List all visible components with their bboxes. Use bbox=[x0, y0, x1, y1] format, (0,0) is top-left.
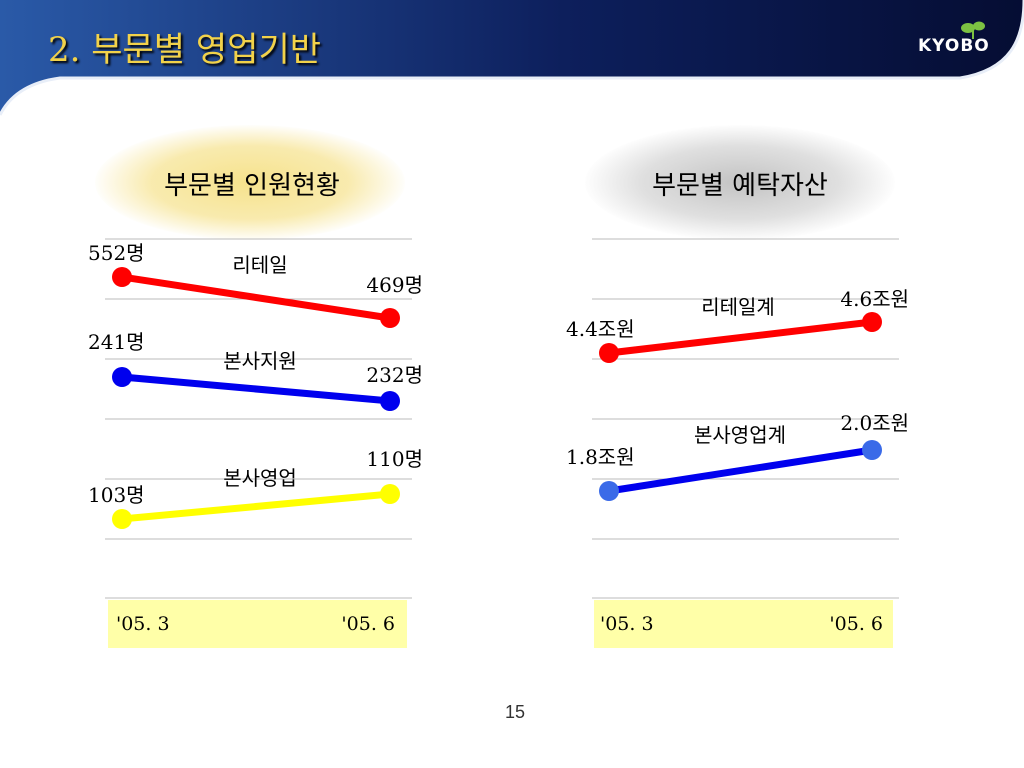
chart-title-halo-right bbox=[585, 125, 895, 240]
series-name-retail-total: 리테일계 bbox=[701, 295, 775, 319]
series-line-retail-total bbox=[605, 318, 876, 357]
data-point-retail-mar bbox=[112, 267, 132, 287]
data-point-retail-total-mar bbox=[599, 343, 619, 363]
data-point-hq-support-mar bbox=[112, 367, 132, 387]
data-label: 241명 bbox=[88, 330, 145, 354]
series-name-retail: 리테일 bbox=[232, 253, 287, 277]
chart-assets: '05. 3 '05. 6 리테일계 4.4조원 4.6조원 본사영업계 1.8… bbox=[566, 238, 909, 648]
chart-headcount: '05. 3 '05. 6 리테일 552명 469명 본사지원 241명 23… bbox=[88, 238, 423, 648]
x-tick-label: '05. 3 bbox=[600, 613, 654, 635]
data-label: 552명 bbox=[88, 241, 145, 265]
data-label: 110명 bbox=[366, 447, 423, 471]
x-axis-box bbox=[594, 600, 893, 648]
series-line-hq-support bbox=[118, 373, 394, 405]
data-point-hq-sales-total-jun bbox=[862, 440, 882, 460]
series-line-hq-sales bbox=[118, 490, 394, 523]
page-number: 15 bbox=[504, 702, 526, 722]
data-point-hq-sales-jun bbox=[380, 484, 400, 504]
series-line-retail bbox=[118, 273, 394, 322]
series-line-hq-sales-total bbox=[605, 446, 876, 495]
chart-title-halo-left bbox=[95, 125, 405, 240]
x-tick-label: '05. 3 bbox=[116, 613, 170, 635]
data-label: 232명 bbox=[366, 363, 423, 387]
data-point-hq-support-jun bbox=[380, 391, 400, 411]
data-point-hq-sales-mar bbox=[112, 509, 132, 529]
x-tick-label: '05. 6 bbox=[341, 613, 395, 635]
chart-title-headcount: 부문별 인원현황 bbox=[164, 171, 340, 201]
chart-title-assets: 부문별 예탁자산 bbox=[652, 171, 828, 201]
header-band bbox=[0, 0, 1024, 116]
series-name-hq-sales-total: 본사영업계 bbox=[694, 423, 786, 447]
leaf-icon bbox=[961, 21, 985, 39]
data-label: 2.0조원 bbox=[840, 411, 909, 435]
data-label: 103명 bbox=[88, 483, 145, 507]
data-label: 1.8조원 bbox=[566, 445, 635, 469]
data-point-hq-sales-total-mar bbox=[599, 481, 619, 501]
data-label: 4.4조원 bbox=[566, 317, 635, 341]
x-tick-label: '05. 6 bbox=[829, 613, 883, 635]
data-label: 4.6조원 bbox=[840, 287, 909, 311]
x-axis-box bbox=[108, 600, 407, 648]
series-name-hq-sales: 본사영업 bbox=[223, 466, 297, 490]
data-point-retail-jun bbox=[380, 308, 400, 328]
grid-lines bbox=[592, 238, 899, 599]
data-label: 469명 bbox=[366, 273, 423, 297]
page-title: 2. 부문별 영업기반 bbox=[48, 30, 322, 70]
kyobo-logo: KYOBO bbox=[918, 36, 990, 56]
series-name-hq-support: 본사지원 bbox=[223, 349, 297, 373]
data-point-retail-total-jun bbox=[862, 312, 882, 332]
